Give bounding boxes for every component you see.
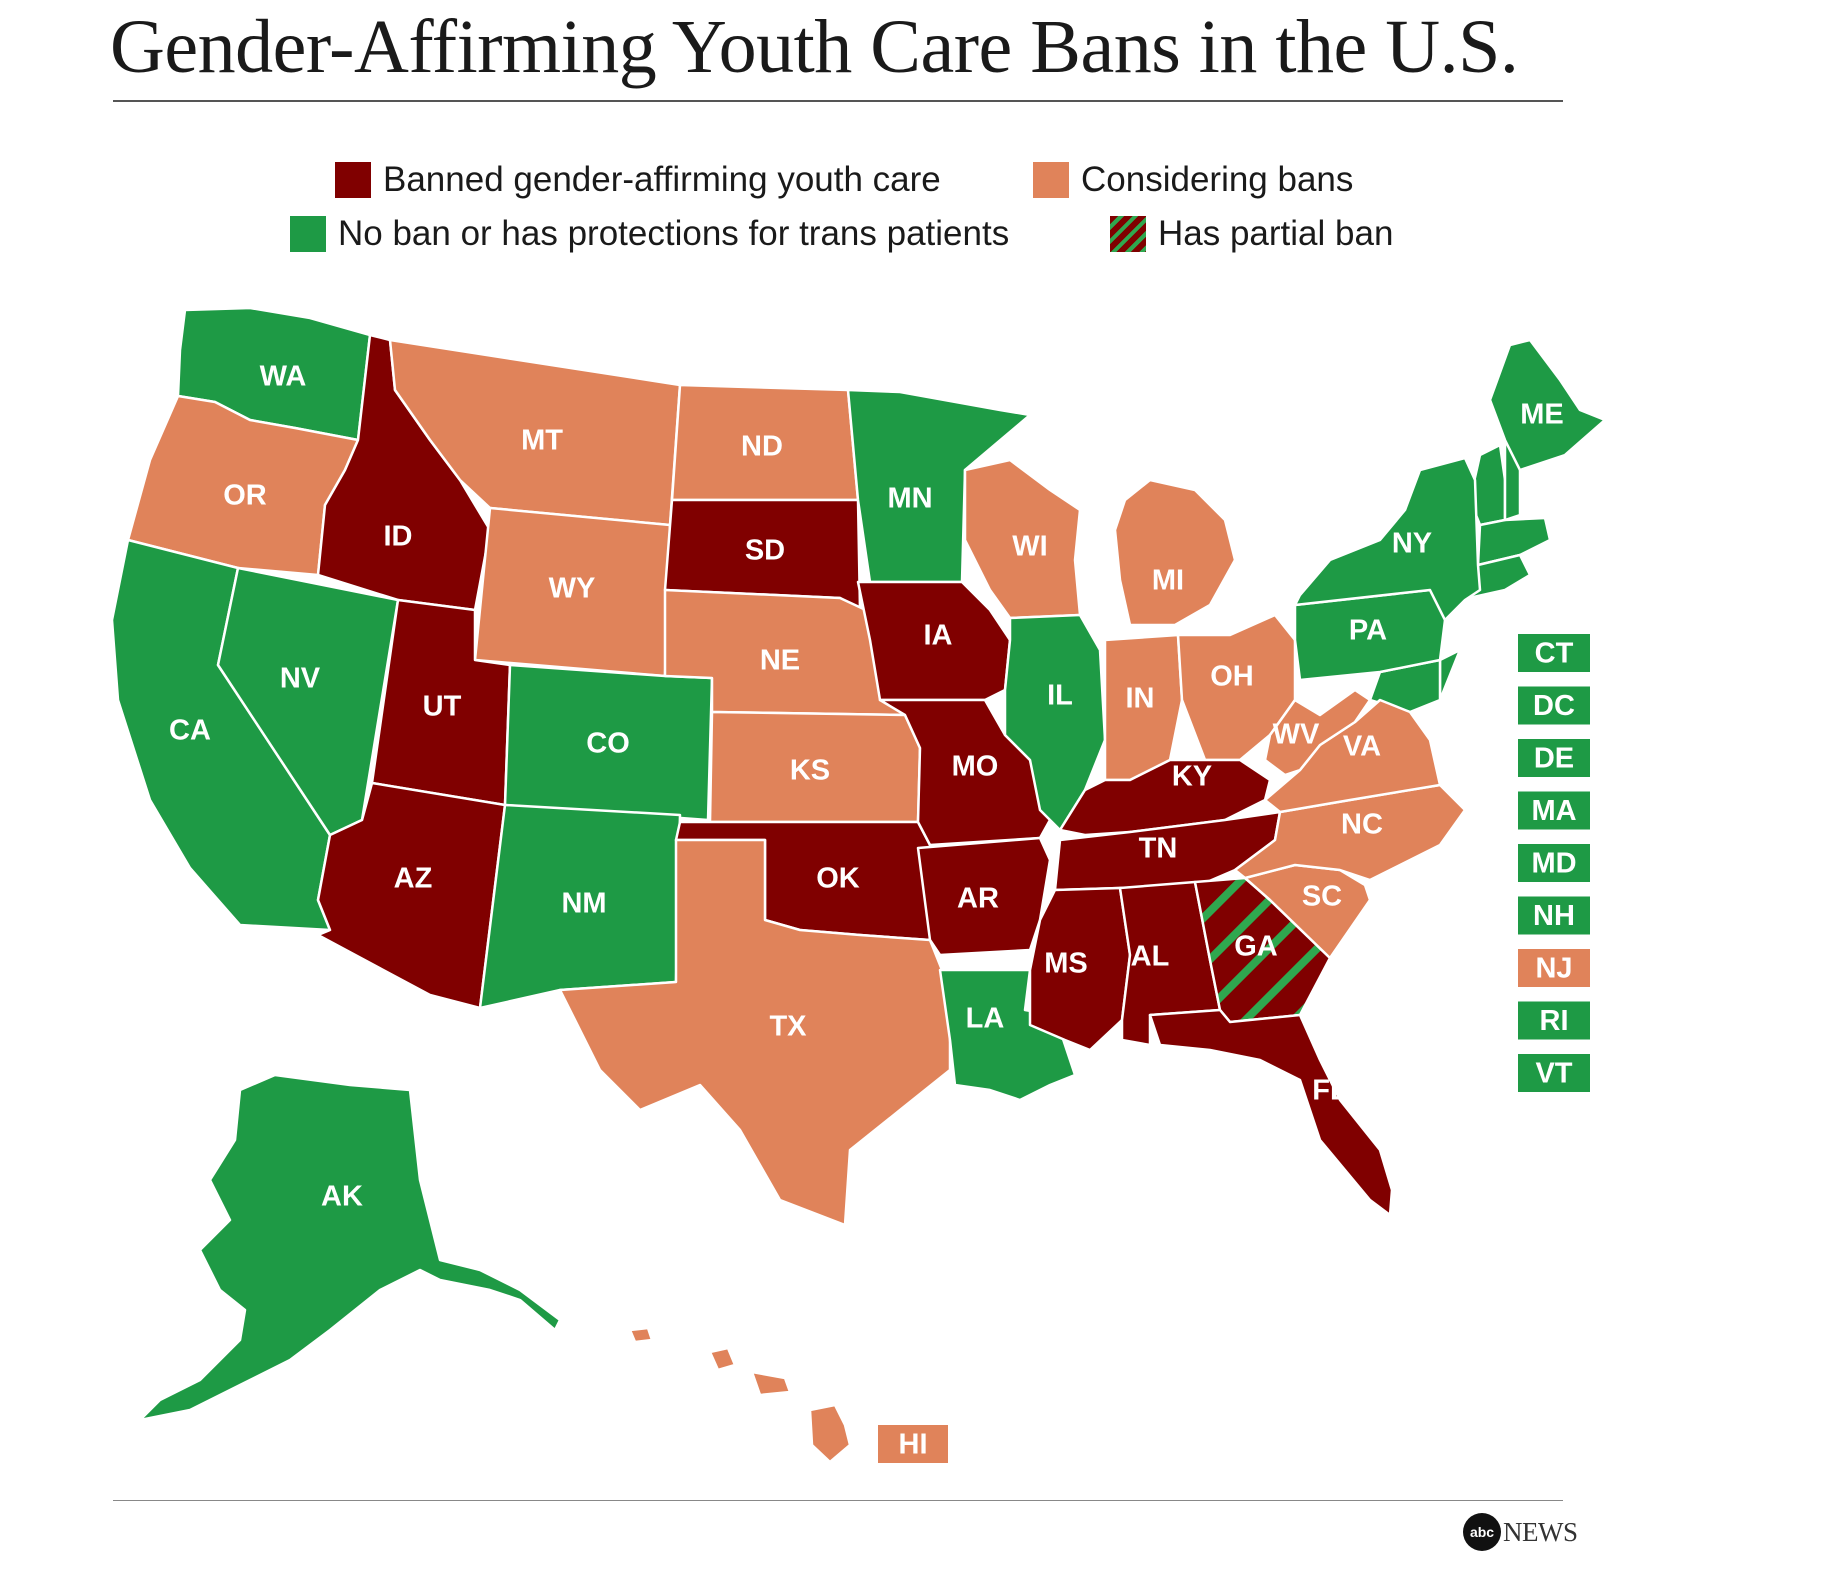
state-label-ri: RI xyxy=(1540,1005,1569,1037)
state-label-nc: NC xyxy=(1341,809,1383,841)
state-label-sd: SD xyxy=(745,535,785,567)
state-label-il: IL xyxy=(1047,680,1073,712)
state-label-ne: NE xyxy=(760,645,800,677)
state-box-nh xyxy=(1518,896,1590,935)
legend-label-partial: Has partial ban xyxy=(1158,214,1394,253)
state-label-id: ID xyxy=(384,521,413,553)
state-label-tx: TX xyxy=(769,1011,807,1043)
northeast-state-shape xyxy=(1438,648,1462,702)
state-fl xyxy=(1148,1008,1394,1217)
legend-item-considering: Considering bans xyxy=(1033,160,1353,200)
state-label-ny: NY xyxy=(1392,528,1432,560)
state-me xyxy=(1488,338,1607,472)
legend-label-considering: Considering bans xyxy=(1081,160,1354,199)
state-label-nj: NJ xyxy=(1535,953,1572,985)
state-ar xyxy=(916,836,1052,957)
state-label-mo: MO xyxy=(952,751,999,783)
state-label-mn: MN xyxy=(887,483,932,515)
state-nc xyxy=(1233,783,1467,882)
state-la xyxy=(938,968,1077,1102)
state-wv xyxy=(1263,688,1372,777)
state-label-mi: MI xyxy=(1152,565,1184,597)
footer-divider xyxy=(113,1500,1563,1501)
state-label-ia: IA xyxy=(924,620,953,652)
state-label-ks: KS xyxy=(790,755,830,787)
state-label-nv: NV xyxy=(280,663,321,695)
state-box-dc xyxy=(1518,686,1590,725)
state-label-al: AL xyxy=(1131,941,1170,973)
legend-swatch-banned xyxy=(335,162,371,198)
state-label-ma: MA xyxy=(1531,795,1576,827)
state-box-hi xyxy=(878,1425,948,1463)
legend-swatch-none xyxy=(290,216,326,252)
state-label-nh: NH xyxy=(1533,900,1575,932)
state-label-wy: WY xyxy=(549,573,596,605)
state-ak xyxy=(138,1073,562,1422)
state-label-fl: FL xyxy=(1312,1075,1347,1107)
state-label-nm: NM xyxy=(561,888,606,920)
title-divider xyxy=(113,100,1563,102)
state-il xyxy=(1003,613,1107,832)
state-label-va: VA xyxy=(1343,731,1381,763)
state-label-la: LA xyxy=(966,1003,1005,1035)
state-label-ca: CA xyxy=(169,715,211,747)
state-co xyxy=(503,663,714,822)
state-label-mt: MT xyxy=(521,425,563,457)
state-box-vt xyxy=(1518,1054,1590,1092)
state-label-wi: WI xyxy=(1012,531,1047,563)
legend-item-none: No ban or has protections for trans pati… xyxy=(290,214,1009,254)
state-label-co: CO xyxy=(586,728,630,760)
state-label-nd: ND xyxy=(741,431,783,463)
state-label-oh: OH xyxy=(1210,661,1254,693)
legend-swatch-partial xyxy=(1110,216,1146,252)
legend-swatch-considering xyxy=(1033,162,1069,198)
state-hi xyxy=(628,1326,654,1344)
state-hi xyxy=(808,1403,852,1464)
state-box-ma xyxy=(1518,791,1590,830)
state-ny xyxy=(1293,456,1482,622)
legend-label-none: No ban or has protections for trans pati… xyxy=(338,214,1010,253)
state-label-me: ME xyxy=(1520,399,1564,431)
state-label-de: DE xyxy=(1534,743,1574,775)
abc-news-logo: abc NEWS xyxy=(1463,1513,1578,1551)
legend-item-partial: Has partial ban xyxy=(1110,214,1393,254)
state-label-tn: TN xyxy=(1139,833,1178,865)
state-label-md: MD xyxy=(1531,848,1576,880)
state-label-or: OR xyxy=(223,480,267,512)
state-label-vt: VT xyxy=(1535,1058,1572,1090)
page-title: Gender-Affirming Youth Care Bans in the … xyxy=(110,5,1519,89)
state-label-wa: WA xyxy=(260,361,307,393)
legend-label-banned: Banned gender-affirming youth care xyxy=(383,160,941,199)
state-label-ut: UT xyxy=(423,691,462,723)
state-box-ri xyxy=(1518,1001,1590,1040)
state-label-pa: PA xyxy=(1349,615,1387,647)
state-label-ar: AR xyxy=(957,883,999,915)
abc-logo-text: NEWS xyxy=(1503,1516,1578,1547)
state-label-ky: KY xyxy=(1172,761,1212,793)
state-label-dc: DC xyxy=(1533,690,1575,722)
state-hi xyxy=(750,1370,792,1397)
state-mi xyxy=(1113,478,1237,627)
state-label-hi: HI xyxy=(899,1429,928,1461)
state-label-az: AZ xyxy=(394,863,433,895)
abc-logo-mark: abc xyxy=(1463,1513,1501,1551)
state-box-de xyxy=(1518,739,1590,777)
state-box-ct xyxy=(1518,634,1590,672)
state-label-in: IN xyxy=(1126,683,1155,715)
state-label-ga: GA xyxy=(1234,931,1278,963)
state-label-wv: WV xyxy=(1273,719,1320,751)
state-label-ct: CT xyxy=(1535,638,1574,670)
state-label-sc: SC xyxy=(1302,881,1342,913)
state-box-md xyxy=(1518,844,1590,882)
state-label-ms: MS xyxy=(1044,948,1088,980)
state-box-nj xyxy=(1518,949,1590,987)
state-wi xyxy=(963,458,1082,620)
legend-item-banned: Banned gender-affirming youth care xyxy=(335,160,941,200)
state-label-ok: OK xyxy=(816,863,860,895)
state-label-ak: AK xyxy=(321,1181,363,1213)
state-tx xyxy=(558,838,952,1227)
state-hi xyxy=(708,1346,737,1372)
